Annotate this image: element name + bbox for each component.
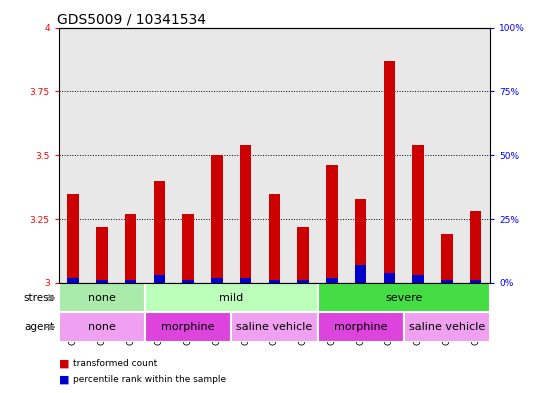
Text: percentile rank within the sample: percentile rank within the sample	[73, 375, 226, 384]
Text: none: none	[88, 293, 116, 303]
Bar	[412, 145, 424, 283]
Bar	[318, 312, 404, 342]
Bar	[211, 155, 223, 283]
Text: saline vehicle: saline vehicle	[236, 322, 312, 332]
Bar	[240, 145, 251, 283]
Text: mild: mild	[219, 293, 244, 303]
Bar	[470, 281, 482, 283]
Bar	[67, 278, 79, 283]
Text: agent: agent	[25, 322, 54, 332]
Bar	[384, 61, 395, 283]
Bar	[412, 275, 424, 283]
Text: ■: ■	[59, 358, 69, 369]
Bar	[297, 281, 309, 283]
Text: morphine: morphine	[161, 322, 215, 332]
Bar	[67, 193, 79, 283]
Bar	[441, 234, 452, 283]
Bar	[269, 193, 280, 283]
Bar	[231, 312, 318, 342]
Bar	[326, 165, 338, 283]
Bar	[183, 281, 194, 283]
Text: saline vehicle: saline vehicle	[409, 322, 485, 332]
Bar	[145, 312, 231, 342]
Bar	[145, 283, 318, 312]
Bar	[404, 312, 490, 342]
Text: severe: severe	[385, 293, 422, 303]
Bar	[441, 281, 452, 283]
Bar	[125, 281, 137, 283]
Bar	[326, 278, 338, 283]
Bar	[153, 275, 165, 283]
Bar	[355, 265, 366, 283]
Bar	[153, 181, 165, 283]
Bar	[59, 312, 145, 342]
Text: none: none	[88, 322, 116, 332]
Bar	[269, 281, 280, 283]
Bar	[384, 273, 395, 283]
Bar	[96, 281, 108, 283]
Bar	[96, 227, 108, 283]
Bar	[355, 199, 366, 283]
Text: stress: stress	[24, 293, 54, 303]
Bar	[59, 283, 145, 312]
Text: morphine: morphine	[334, 322, 388, 332]
Bar	[470, 211, 482, 283]
Bar	[211, 278, 223, 283]
Text: ■: ■	[59, 374, 69, 384]
Text: transformed count: transformed count	[73, 359, 157, 368]
Bar	[183, 214, 194, 283]
Bar	[125, 214, 137, 283]
Bar	[297, 227, 309, 283]
Bar	[240, 278, 251, 283]
Text: GDS5009 / 10341534: GDS5009 / 10341534	[57, 12, 206, 26]
Bar	[318, 283, 490, 312]
